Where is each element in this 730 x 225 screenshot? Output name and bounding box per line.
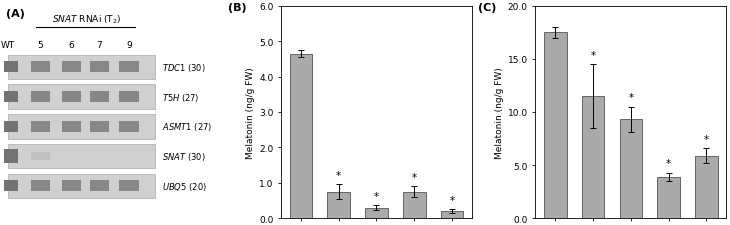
Text: 5: 5 <box>37 40 43 50</box>
Bar <box>31 152 50 161</box>
Bar <box>90 121 109 132</box>
Bar <box>8 55 155 80</box>
Text: $\it{ASMT1}$ (27): $\it{ASMT1}$ (27) <box>162 121 212 133</box>
Bar <box>441 211 464 218</box>
Bar <box>544 33 566 218</box>
Bar <box>62 62 81 73</box>
Bar <box>365 208 388 218</box>
Text: (A): (A) <box>6 9 25 19</box>
Text: *: * <box>629 93 634 103</box>
Bar <box>0 62 18 73</box>
Bar <box>62 92 81 103</box>
Bar <box>620 120 642 218</box>
Bar <box>0 180 18 191</box>
Text: $\it{SNAT}$ RNAi (T$_2$): $\it{SNAT}$ RNAi (T$_2$) <box>52 13 122 26</box>
Bar <box>90 180 109 191</box>
Bar <box>119 180 139 191</box>
Text: WT: WT <box>1 40 15 50</box>
Text: 7: 7 <box>96 40 102 50</box>
Text: *: * <box>450 195 455 205</box>
Bar <box>62 121 81 132</box>
Y-axis label: Melatonin (ng/g FW): Melatonin (ng/g FW) <box>494 67 504 158</box>
Bar <box>90 62 109 73</box>
Bar <box>8 174 155 198</box>
Text: 6: 6 <box>69 40 74 50</box>
Text: *: * <box>412 172 417 182</box>
Bar <box>328 192 350 218</box>
Text: $\it{SNAT}$ (30): $\it{SNAT}$ (30) <box>162 151 205 162</box>
Text: *: * <box>666 159 671 169</box>
Bar <box>290 54 312 218</box>
Text: (B): (B) <box>228 2 246 12</box>
Bar <box>119 62 139 73</box>
Text: 9: 9 <box>126 40 132 50</box>
Bar <box>8 115 155 139</box>
Text: *: * <box>591 51 596 61</box>
Bar <box>657 177 680 218</box>
Text: *: * <box>704 134 709 144</box>
Bar <box>695 156 718 218</box>
Bar <box>0 92 18 103</box>
Text: (C): (C) <box>478 2 496 12</box>
Bar <box>403 192 426 218</box>
Text: $\it{UBQ5}$ (20): $\it{UBQ5}$ (20) <box>162 180 207 192</box>
Bar <box>90 92 109 103</box>
Text: *: * <box>336 170 342 180</box>
Bar <box>119 121 139 132</box>
Bar <box>582 97 604 218</box>
Bar <box>8 144 155 169</box>
Bar <box>8 85 155 109</box>
Text: $\it{TDC1}$ (30): $\it{TDC1}$ (30) <box>162 62 206 74</box>
Bar <box>62 180 81 191</box>
Bar <box>0 121 18 132</box>
Bar <box>31 180 50 191</box>
Bar <box>31 121 50 132</box>
Text: $\it{T5H}$ (27): $\it{T5H}$ (27) <box>162 91 199 103</box>
Bar <box>31 92 50 103</box>
Y-axis label: Melatonin (ng/g FW): Melatonin (ng/g FW) <box>246 67 255 158</box>
Bar <box>31 62 50 73</box>
Text: *: * <box>374 191 379 201</box>
Bar <box>119 92 139 103</box>
Bar <box>0 150 18 163</box>
